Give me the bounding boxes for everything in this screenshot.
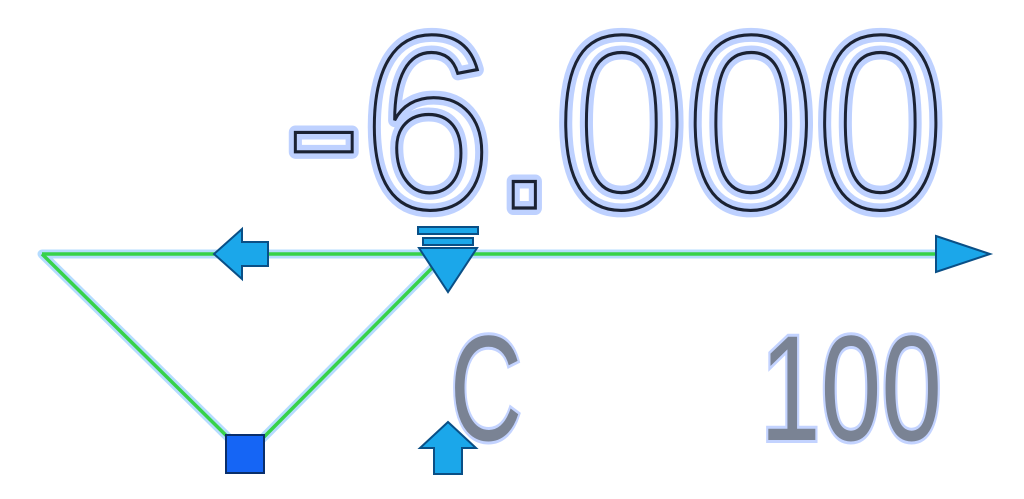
elevation-triangle-marker-icon[interactable] xyxy=(417,226,479,294)
square-grip-icon[interactable] xyxy=(225,434,265,474)
elevation-value-text: -6.000 xyxy=(285,0,945,261)
triangle-leader-line[interactable] xyxy=(40,252,442,457)
triangle-halo xyxy=(38,250,444,460)
elevation-value-glow: -6.000 xyxy=(285,0,945,261)
arrow-up-grip-icon[interactable] xyxy=(417,420,479,475)
arrow-right-grip-icon[interactable] xyxy=(935,234,994,274)
elevation-value-label[interactable]: -6.000 -6.000 xyxy=(278,0,952,268)
tag-number-text[interactable]: 100 xyxy=(757,301,945,475)
arrow-left-grip-icon[interactable] xyxy=(212,226,269,282)
